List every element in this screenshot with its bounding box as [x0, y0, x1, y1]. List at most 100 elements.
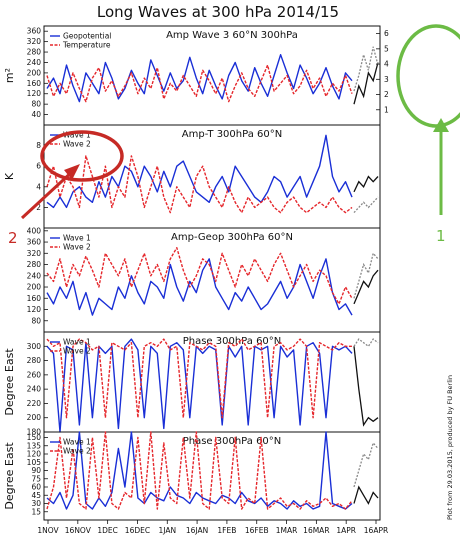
panel-title: Phase 300hPa 60°N	[183, 436, 282, 447]
x-tick-label: 1APR	[336, 526, 356, 535]
y-tick-label: 30	[31, 499, 41, 508]
legend-label: Wave 1	[63, 338, 91, 347]
y-tick-label: 4	[36, 182, 41, 191]
x-tick-label: 16MAR	[303, 526, 329, 535]
x-tick-label: 1FEB	[217, 526, 236, 535]
legend-label: Wave 2	[63, 347, 91, 356]
annotations: 2 1	[8, 24, 460, 247]
right-tick-label: 5	[384, 44, 389, 53]
forecast-line-1	[353, 62, 379, 105]
panel-frame	[43, 124, 381, 229]
y-tick-label: 135	[27, 441, 42, 450]
forecast-line-2	[353, 46, 379, 92]
y-axis-label: m²	[3, 68, 16, 83]
credit-note: Plot from 29.03.2015, produced by FU Ber…	[446, 375, 454, 520]
y-tick-label: 80	[31, 316, 41, 325]
forecast-line-2	[353, 441, 379, 488]
panel-frame	[43, 431, 381, 521]
y-tick-label: 240	[27, 58, 42, 67]
y-tick-label: 320	[27, 37, 42, 46]
y-tick-label: 40	[31, 110, 41, 119]
forecast-line-1	[353, 346, 379, 427]
y-tick-label: 240	[27, 271, 42, 280]
y-tick-label: 400	[27, 226, 42, 235]
series-line-2	[46, 155, 353, 214]
y-tick-label: 80	[31, 100, 41, 109]
panel-title: Amp-T 300hPa 60°N	[182, 129, 282, 140]
y-tick-label: 280	[27, 48, 42, 57]
y-tick-label: 260	[27, 370, 42, 379]
x-tick-label: 16JAN	[186, 526, 208, 535]
y-tick-label: 120	[27, 305, 42, 314]
green-annotation-label: 1	[436, 227, 446, 245]
y-tick-label: 45	[31, 491, 41, 500]
red-arrow	[20, 168, 76, 220]
red-highlight-ellipse	[40, 130, 124, 182]
x-axis: 1NOV 16NOV 1DEC 16DEC 1JAN 16JAN 1FEB 16FEB 1MAR…	[37, 520, 388, 535]
y-tick-label: 300	[27, 342, 42, 351]
x-tick-label: 16APR	[364, 526, 388, 535]
legend-label: Wave 2	[63, 447, 91, 456]
legend-label: Wave 1	[63, 131, 91, 140]
y-tick-label: 240	[27, 385, 42, 394]
panel-title: Phase 300hPa 60°N	[183, 336, 282, 347]
panel-title: Amp Wave 3 60°N 300hPa	[166, 30, 298, 41]
red-arrow-head	[64, 164, 80, 180]
right-tick-label: 3	[384, 75, 389, 84]
x-tick-label: 16FEB	[245, 526, 269, 535]
series-line-1	[46, 134, 353, 209]
right-tick-label: 6	[384, 29, 389, 38]
y-tick-label: 160	[27, 294, 42, 303]
legend-label: Wave 1	[63, 234, 91, 243]
y-tick-label: 105	[27, 458, 42, 467]
y-tick-label: 90	[31, 466, 41, 475]
forecast-line-1	[353, 269, 379, 305]
forecast-line-2	[353, 251, 379, 299]
y-axis-label: K	[3, 172, 16, 180]
series-line-1	[46, 338, 353, 433]
x-tick-label: 1JAN	[158, 526, 176, 535]
panel-title: Amp-Geop 300hPa 60°N	[171, 232, 293, 243]
y-tick-label: 360	[27, 27, 42, 36]
y-tick-label: 200	[27, 68, 42, 77]
panel-4: 300 280 260 240 220 200 180 Degree East Phase 30…	[3, 331, 381, 437]
green-highlight-ellipse	[396, 24, 460, 128]
legend-label: Temperature	[62, 41, 111, 50]
y-tick-label: 200	[27, 413, 42, 422]
y-tick-label: 6	[36, 162, 41, 171]
right-axis: 6 5 4 3 2 1	[376, 29, 389, 114]
y-tick-label: 120	[27, 450, 42, 459]
legend-label: Wave 2	[63, 243, 91, 252]
series-line-1	[46, 431, 353, 510]
y-tick-label: 160	[27, 79, 42, 88]
y-tick-label: 280	[27, 260, 42, 269]
y-tick-label: 280	[27, 356, 42, 365]
y-tick-label: 320	[27, 249, 42, 258]
x-tick-label: 16NOV	[65, 526, 92, 535]
right-tick-label: 4	[384, 60, 389, 69]
series-line-2	[46, 64, 353, 103]
y-axis-label: Degree East	[3, 348, 16, 416]
y-tick-label: 200	[27, 283, 42, 292]
forecast-line-1	[353, 485, 379, 505]
figure-title: Long Waves at 300 hPa 2014/15	[97, 3, 339, 21]
x-tick-label: 1MAR	[276, 526, 298, 535]
y-tick-label: 2	[36, 203, 41, 212]
x-tick-label: 1DEC	[97, 526, 118, 535]
right-tick-label: 2	[384, 90, 389, 99]
y-tick-label: 60	[31, 483, 41, 492]
panel-3: 80 120 160 200 240 280 320 360 400 Amp-Geop 300hP…	[27, 226, 381, 333]
series-line-1	[46, 258, 353, 316]
right-tick-label: 1	[384, 105, 389, 114]
y-tick-label: 120	[27, 89, 42, 98]
red-annotation-label: 2	[8, 229, 18, 247]
y-tick-label: 75	[31, 474, 41, 483]
y-tick-label: 360	[27, 238, 42, 247]
forecast-line-1	[353, 175, 379, 193]
series-line-2	[46, 246, 353, 305]
